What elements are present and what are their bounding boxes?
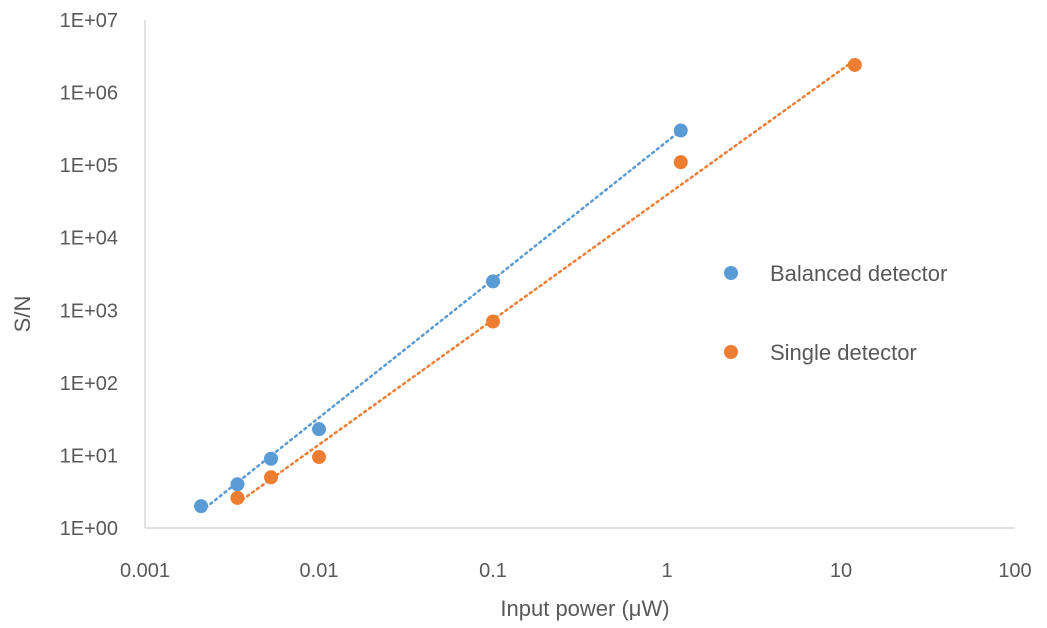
- trendline-balanced: [199, 129, 683, 513]
- x-axis-title: Input power (μW): [500, 596, 669, 621]
- x-tick-label: 1: [661, 560, 672, 582]
- x-tick-label: 0.01: [300, 560, 339, 582]
- x-tick-label: 100: [998, 560, 1031, 582]
- point-balanced: [486, 274, 500, 289]
- legend-marker-balanced: [724, 266, 738, 280]
- trendline-single: [236, 58, 857, 505]
- point-single: [486, 314, 500, 329]
- y-tick-label: 1E+01: [60, 445, 118, 467]
- y-tick-label: 1E+02: [60, 373, 118, 395]
- legend: Balanced detector Single detector: [724, 261, 947, 365]
- axes: [144, 20, 1015, 529]
- data-points: [194, 57, 862, 514]
- point-single: [230, 490, 245, 505]
- legend-marker-single: [724, 345, 738, 359]
- point-single: [673, 155, 688, 170]
- point-balanced: [673, 123, 688, 138]
- point-single: [312, 450, 326, 465]
- point-balanced: [194, 499, 209, 514]
- legend-label-balanced: Balanced detector: [770, 261, 947, 286]
- x-tick-label: 10: [830, 560, 852, 582]
- point-balanced: [264, 451, 279, 466]
- tick-labels: 0.001 0.01 0.1 1 10 100 1E+00 1E+01 1E+02 1E+03 1E…: [60, 10, 1032, 582]
- x-tick-label: 0.1: [479, 560, 507, 582]
- point-balanced: [312, 422, 326, 437]
- trendlines: [199, 58, 857, 513]
- y-tick-label: 1E+00: [60, 518, 118, 540]
- legend-label-single: Single detector: [770, 340, 917, 365]
- y-tick-label: 1E+07: [60, 10, 118, 32]
- x-tick-label: 0.001: [120, 560, 170, 582]
- point-balanced: [230, 477, 245, 492]
- point-single: [264, 470, 279, 485]
- y-tick-label: 1E+03: [60, 300, 118, 322]
- point-single: [847, 57, 862, 72]
- y-axis-title: S/N: [10, 296, 35, 333]
- y-tick-label: 1E+05: [60, 155, 118, 177]
- y-tick-label: 1E+04: [60, 228, 118, 250]
- y-tick-label: 1E+06: [60, 83, 118, 105]
